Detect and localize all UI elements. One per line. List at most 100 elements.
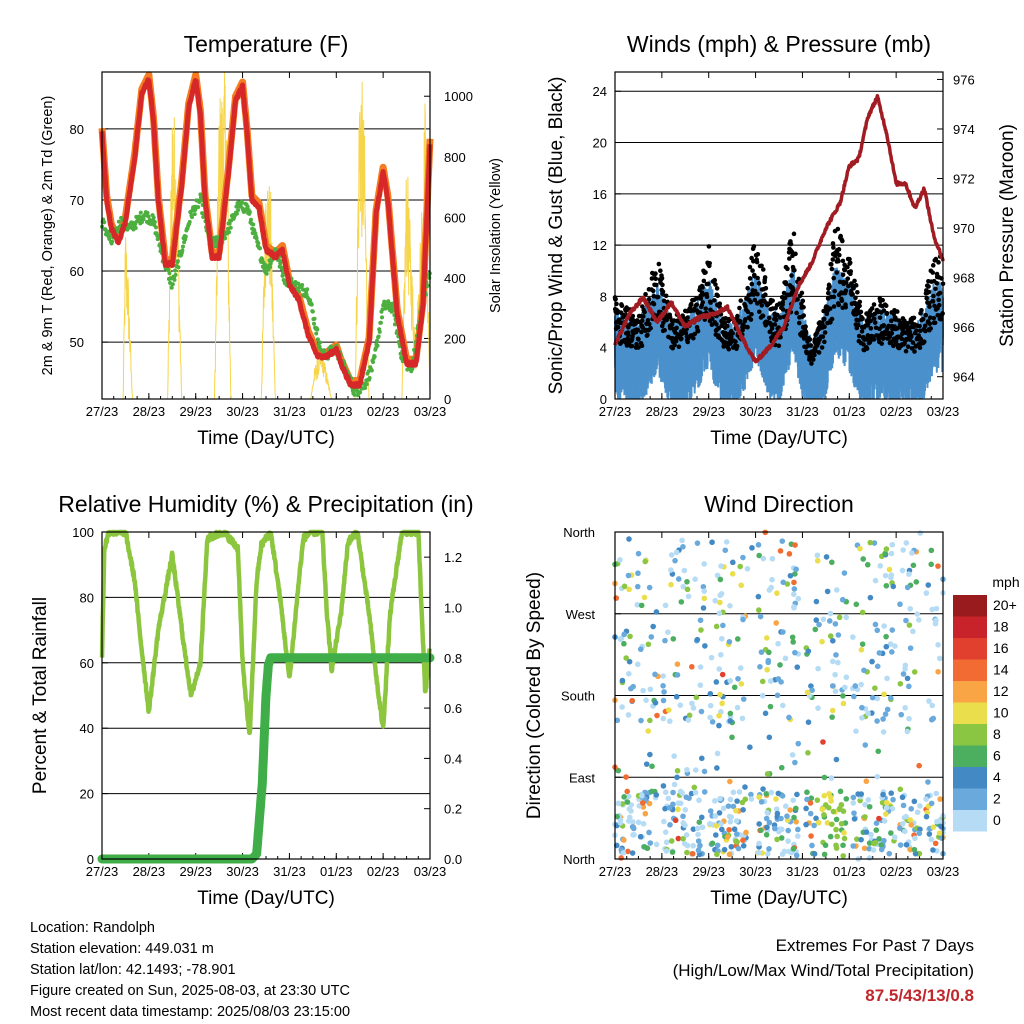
- direction-point: [713, 823, 720, 829]
- direction-point: [808, 833, 814, 839]
- direction-point: [789, 634, 796, 641]
- wind-point: [845, 276, 851, 281]
- direction-point: [767, 678, 774, 684]
- y-axis-label: Sonic/Prop Wind & Gust (Blue, Black): [546, 77, 567, 395]
- direction-point: [832, 621, 839, 627]
- wind-point: [927, 304, 932, 309]
- wind-point: [626, 325, 631, 330]
- direction-point: [720, 805, 727, 812]
- direction-point: [653, 792, 660, 798]
- wind-point: [750, 268, 755, 273]
- direction-point: [674, 767, 681, 774]
- direction-point: [778, 764, 785, 771]
- y2-tick-label: 200: [444, 331, 466, 346]
- x-tick-label: 31/23: [786, 864, 819, 879]
- y-axis-label: Direction (Colored By Speed): [524, 572, 545, 819]
- direction-point: [819, 638, 825, 645]
- x-tick-label: 03/23: [414, 404, 447, 419]
- wind-point: [930, 263, 936, 268]
- dewpoint-point: [310, 309, 315, 314]
- wind-point: [743, 303, 748, 309]
- wind-point: [713, 282, 718, 287]
- wind-point: [734, 343, 740, 349]
- y-tick-label: 0: [600, 392, 607, 407]
- direction-point: [714, 750, 721, 757]
- direction-point: [717, 691, 723, 698]
- direction-point: [829, 637, 836, 644]
- wind-point: [755, 275, 760, 281]
- dewpoint-point: [268, 265, 273, 270]
- y-tick-label: 100: [72, 525, 94, 540]
- wind-point: [778, 315, 783, 320]
- direction-point: [630, 825, 637, 832]
- y2-tick-label: 0.2: [444, 802, 462, 817]
- wind-point: [735, 313, 740, 319]
- direction-point: [865, 710, 871, 717]
- direction-point: [900, 547, 906, 553]
- wind-point: [933, 256, 939, 262]
- direction-point: [874, 718, 880, 724]
- dewpoint-point: [141, 217, 146, 222]
- direction-point: [858, 791, 865, 797]
- direction-point: [730, 789, 737, 796]
- colorbar-label: 4: [993, 769, 1001, 785]
- direction-point: [864, 561, 871, 568]
- direction-point: [884, 706, 891, 713]
- gust-mark: [682, 365, 685, 399]
- dewpoint-point: [314, 331, 319, 336]
- direction-point: [859, 715, 865, 721]
- wind-point: [820, 334, 826, 339]
- wind-point: [737, 318, 743, 324]
- wind-point: [912, 349, 917, 354]
- dewpoint-point: [364, 382, 369, 387]
- direction-point: [843, 796, 850, 802]
- direction-point: [834, 833, 840, 840]
- gust-mark: [631, 365, 634, 399]
- direction-point: [889, 627, 896, 633]
- x-tick-label: 29/23: [179, 404, 212, 419]
- direction-point: [637, 646, 644, 653]
- wind-point: [801, 313, 807, 318]
- direction-point: [653, 609, 660, 615]
- direction-point: [648, 788, 655, 795]
- direction-point: [906, 683, 912, 690]
- direction-point: [637, 833, 644, 840]
- direction-point: [639, 800, 646, 806]
- direction-point: [682, 807, 689, 813]
- wind-point: [619, 303, 625, 309]
- wind-point: [926, 284, 931, 289]
- direction-point: [647, 840, 654, 846]
- direction-point: [621, 837, 627, 843]
- direction-point: [720, 622, 726, 629]
- wind-point: [730, 331, 736, 336]
- dewpoint-point: [380, 315, 385, 320]
- wind-point: [809, 361, 814, 366]
- direction-point: [727, 603, 733, 609]
- direction-point: [827, 610, 834, 617]
- wind-point: [740, 327, 745, 333]
- x-tick-label: 31/23: [273, 404, 306, 419]
- direction-point: [730, 803, 737, 810]
- direction-point: [662, 602, 669, 609]
- wind-point: [886, 323, 891, 329]
- direction-point: [667, 821, 673, 828]
- direction-point: [851, 816, 858, 822]
- direction-point: [782, 655, 789, 662]
- direction-point: [907, 645, 914, 651]
- y-tick-label: 80: [70, 122, 84, 137]
- elevation-text: Station elevation: 449.031 m: [30, 941, 214, 957]
- direction-point: [702, 643, 708, 649]
- wind-point: [828, 261, 834, 267]
- direction-point: [740, 807, 746, 813]
- wind-point: [931, 315, 937, 321]
- direction-point: [805, 719, 812, 726]
- direction-point: [935, 642, 941, 648]
- dewpoint-point: [170, 282, 175, 287]
- direction-point: [900, 671, 907, 677]
- direction-point: [672, 817, 679, 824]
- x-axis-label: Time (Day/UTC): [710, 888, 848, 909]
- direction-point: [700, 605, 707, 611]
- direction-point: [867, 594, 874, 601]
- direction-point: [928, 561, 935, 568]
- direction-point: [866, 855, 873, 861]
